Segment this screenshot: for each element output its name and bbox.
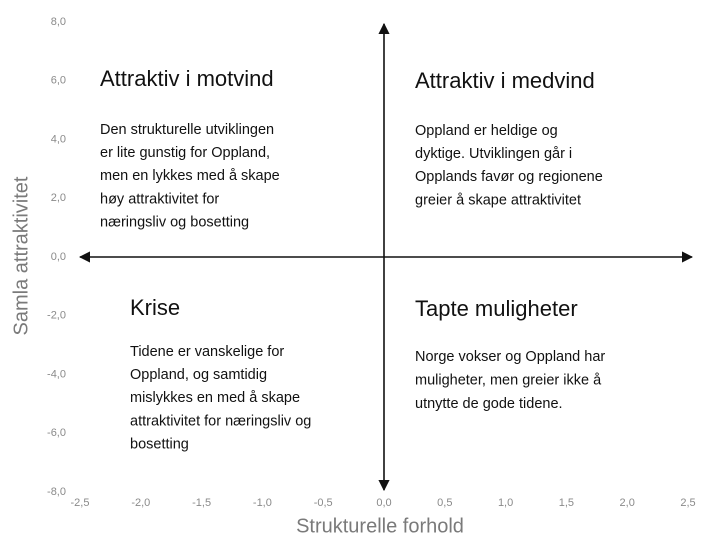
- x-tick-label: 2,0: [620, 497, 635, 509]
- y-tick-label: -4,0: [47, 368, 66, 380]
- x-tick-label: -2,0: [131, 497, 150, 509]
- x-tick-label: 0,5: [437, 497, 452, 509]
- quadrant-text: mislykkes en med å skape: [130, 390, 300, 406]
- quadrant-text: er lite gunstig for Oppland,: [100, 145, 270, 161]
- quadrant-text: Norge vokser og Oppland har: [415, 349, 605, 365]
- x-tick-label: -0,5: [314, 497, 333, 509]
- quadrant-title: Tapte muligheter: [415, 296, 578, 321]
- quadrant-text: Oppland, og samtidig: [130, 367, 267, 383]
- quadrant-text: Den strukturelle utviklingen: [100, 122, 274, 138]
- quadrant-text: attraktivitet for næringsliv og: [130, 413, 311, 429]
- y-tick-label: 8,0: [51, 16, 66, 28]
- quadrant-text: men en lykkes med å skape: [100, 168, 280, 184]
- x-tick-label: -1,5: [192, 497, 211, 509]
- x-tick-label: -1,0: [253, 497, 272, 509]
- y-tick-label: -6,0: [47, 427, 66, 439]
- y-tick-label: -8,0: [47, 486, 66, 498]
- quadrant-text: muligheter, men greier ikke å: [415, 372, 602, 388]
- y-tick-label: -2,0: [47, 310, 66, 322]
- y-tick-label: 4,0: [51, 133, 66, 145]
- quadrant-text: utnytte de gode tidene.: [415, 396, 563, 412]
- x-tick-label: 1,5: [559, 497, 574, 509]
- y-tick-label: 2,0: [51, 192, 66, 204]
- quadrant-text: næringsliv og bosetting: [100, 215, 249, 231]
- quadrant-text: bosetting: [130, 437, 189, 453]
- quadrant-text: dyktige. Utviklingen går i: [415, 146, 572, 162]
- y-tick-label: 0,0: [51, 251, 66, 263]
- x-tick-label: 2,5: [680, 497, 695, 509]
- quadrant-text: greier å skape attraktivitet: [415, 192, 581, 208]
- x-tick-label: 1,0: [498, 497, 513, 509]
- x-tick-label: 0,0: [376, 497, 391, 509]
- quadrant-text: Oppland er heldige og: [415, 123, 558, 139]
- quadrant-title: Attraktiv i motvind: [100, 66, 274, 91]
- x-tick-label: -2,5: [71, 497, 90, 509]
- y-tick-label: 6,0: [51, 75, 66, 87]
- quadrant-title: Attraktiv i medvind: [415, 68, 595, 93]
- x-axis-title: Strukturelle forhold: [296, 515, 464, 537]
- quadrant-text: høy attraktivitet for: [100, 191, 219, 207]
- y-axis-title: Samla attraktivitet: [10, 176, 32, 335]
- quadrant-text: Tidene er vanskelige for: [130, 344, 284, 360]
- quadrant-title: Krise: [130, 295, 180, 320]
- quadrant-text: Opplands favør og regionene: [415, 169, 603, 185]
